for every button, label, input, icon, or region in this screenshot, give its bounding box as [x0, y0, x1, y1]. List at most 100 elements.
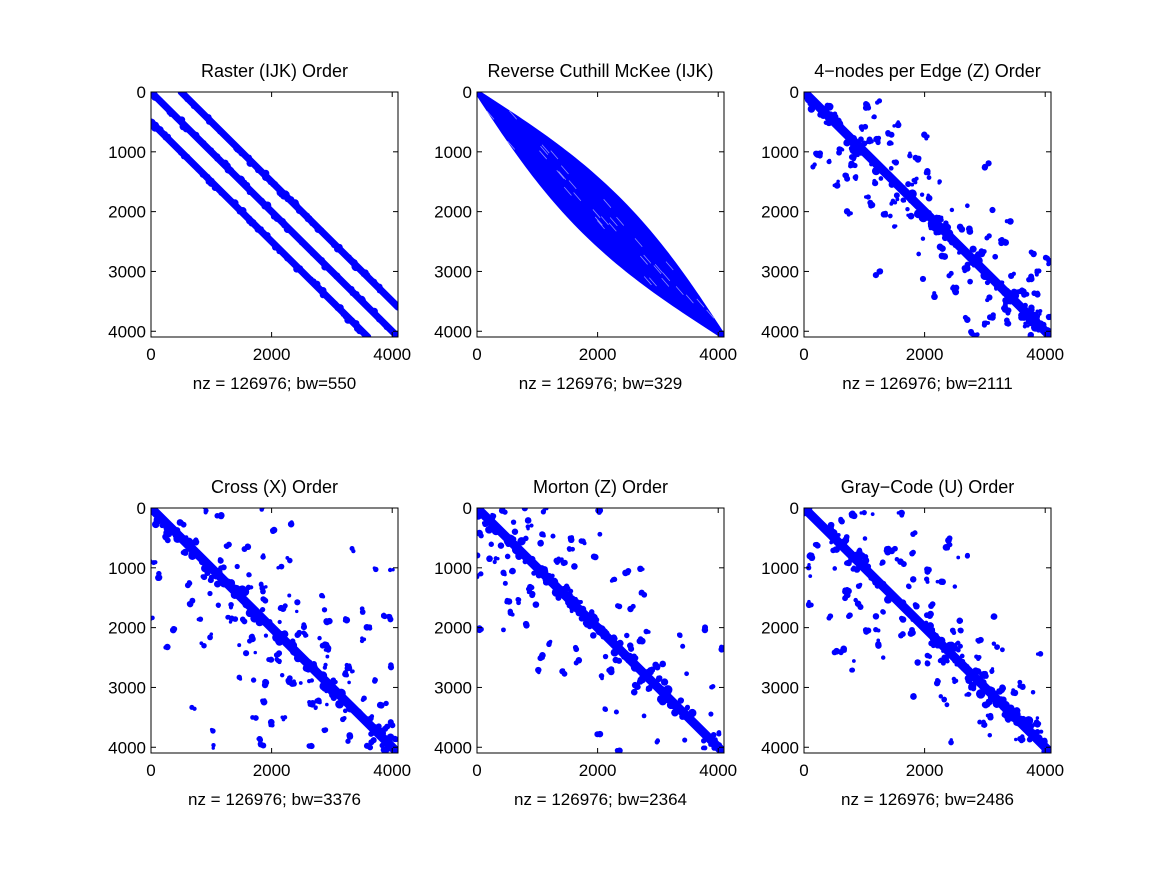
diagonal-cluster	[1001, 711, 1008, 718]
offdiag-cluster	[965, 691, 972, 697]
y-tick-label: 1000	[761, 143, 799, 162]
offdiag-cluster	[828, 112, 833, 117]
offdiag-cluster	[641, 567, 645, 571]
offdiag-cluster	[261, 681, 269, 689]
band-blob	[211, 184, 219, 191]
diagonal-cluster	[477, 511, 483, 520]
offdiag-cluster	[965, 253, 972, 260]
x-axis-label: nz = 126976; bw=329	[519, 374, 683, 393]
spy-marks	[151, 92, 398, 337]
offdiag-cluster	[151, 615, 155, 621]
offdiag-cluster	[1035, 326, 1042, 333]
y-tick-label: 4000	[761, 738, 799, 757]
offdiag-cluster	[279, 672, 285, 678]
offdiag-cluster	[989, 206, 996, 214]
band-blob	[311, 280, 318, 287]
diagonal-cluster	[828, 528, 838, 539]
panel-title: 4−nodes per Edge (Z) Order	[814, 61, 1041, 81]
offdiag-cluster	[306, 743, 312, 749]
offdiag-cluster	[956, 223, 964, 231]
band-mesh-line	[539, 150, 547, 160]
offdiag-cluster	[847, 612, 853, 619]
band-blob	[205, 114, 212, 121]
offdiag-cluster	[907, 153, 913, 159]
offdiag-cluster	[477, 575, 480, 579]
offdiag-cluster	[929, 634, 937, 642]
offdiag-cluster	[873, 627, 879, 633]
band-mesh-line	[600, 216, 609, 226]
offdiag-cluster	[858, 136, 864, 143]
offdiag-cluster	[912, 190, 916, 194]
band-blob	[178, 116, 186, 124]
band-blob	[276, 248, 282, 255]
offdiag-cluster	[594, 731, 601, 738]
offdiag-cluster	[209, 576, 214, 581]
diagonal-cluster	[522, 559, 528, 565]
offdiag-cluster	[937, 658, 943, 664]
offdiag-cluster	[909, 576, 917, 583]
band-blob	[336, 245, 342, 251]
diagonal-cluster	[706, 738, 711, 743]
offdiag-cluster	[207, 634, 212, 639]
y-tick-label: 0	[790, 83, 799, 102]
offdiag-cluster	[907, 630, 915, 637]
offdiag-cluster	[932, 291, 937, 296]
diagonal-cluster	[899, 599, 907, 607]
offdiag-cluster	[380, 612, 387, 619]
offdiag-cluster	[986, 314, 993, 321]
band-mesh-line	[541, 144, 550, 154]
band-blob	[179, 122, 188, 131]
x-tick-label: 4000	[373, 345, 411, 364]
offdiag-cluster	[372, 566, 376, 570]
diagonal-cluster	[976, 689, 986, 699]
offdiag-cluster	[540, 531, 546, 538]
band-blob	[218, 189, 225, 196]
diagonal-cluster	[590, 632, 597, 639]
y-tick-label: 1000	[108, 559, 146, 578]
offdiag-cluster	[876, 98, 883, 104]
offdiag-cluster	[846, 212, 851, 217]
diagonal-cluster	[318, 671, 328, 680]
offdiag-cluster	[579, 599, 583, 604]
offdiag-cluster	[294, 599, 301, 606]
offdiag-cluster	[927, 222, 934, 229]
offdiag-cluster	[308, 701, 315, 708]
offdiag-cluster	[317, 635, 322, 641]
offdiag-cluster	[285, 679, 290, 684]
offdiag-cluster	[522, 508, 528, 511]
offdiag-cluster	[322, 727, 329, 733]
offdiag-cluster	[500, 570, 507, 577]
offdiag-cluster	[489, 515, 496, 521]
offdiag-cluster	[858, 582, 863, 587]
offdiag-cluster	[1036, 314, 1041, 319]
x-axis-label: nz = 126976; bw=550	[193, 374, 357, 393]
offdiag-cluster	[987, 732, 993, 738]
offdiag-cluster	[826, 615, 832, 621]
diagonal-cluster	[924, 620, 929, 625]
rcm-band	[477, 92, 724, 337]
offdiag-cluster	[503, 534, 509, 539]
offdiag-cluster	[964, 318, 969, 323]
diagonal-cluster	[183, 537, 194, 548]
offdiag-cluster	[863, 554, 869, 560]
offdiag-cluster	[1036, 268, 1042, 274]
offdiag-cluster	[492, 559, 497, 565]
offdiag-cluster	[967, 278, 973, 285]
offdiag-cluster	[638, 589, 645, 596]
offdiag-cluster	[985, 298, 989, 303]
diagonal-cluster	[335, 699, 344, 709]
offdiag-cluster	[876, 642, 880, 646]
offdiag-cluster	[985, 698, 993, 706]
band-blob	[214, 124, 220, 130]
diagonal-cluster	[511, 545, 521, 555]
offdiag-cluster	[387, 719, 394, 726]
offdiag-cluster	[718, 646, 724, 653]
band-blob	[246, 159, 254, 167]
offdiag-cluster	[965, 553, 970, 557]
band-blob	[192, 102, 197, 107]
band-blob	[258, 197, 266, 205]
axes-frame	[150, 91, 399, 338]
offdiag-cluster	[286, 675, 293, 682]
offdiag-cluster	[1001, 289, 1008, 296]
